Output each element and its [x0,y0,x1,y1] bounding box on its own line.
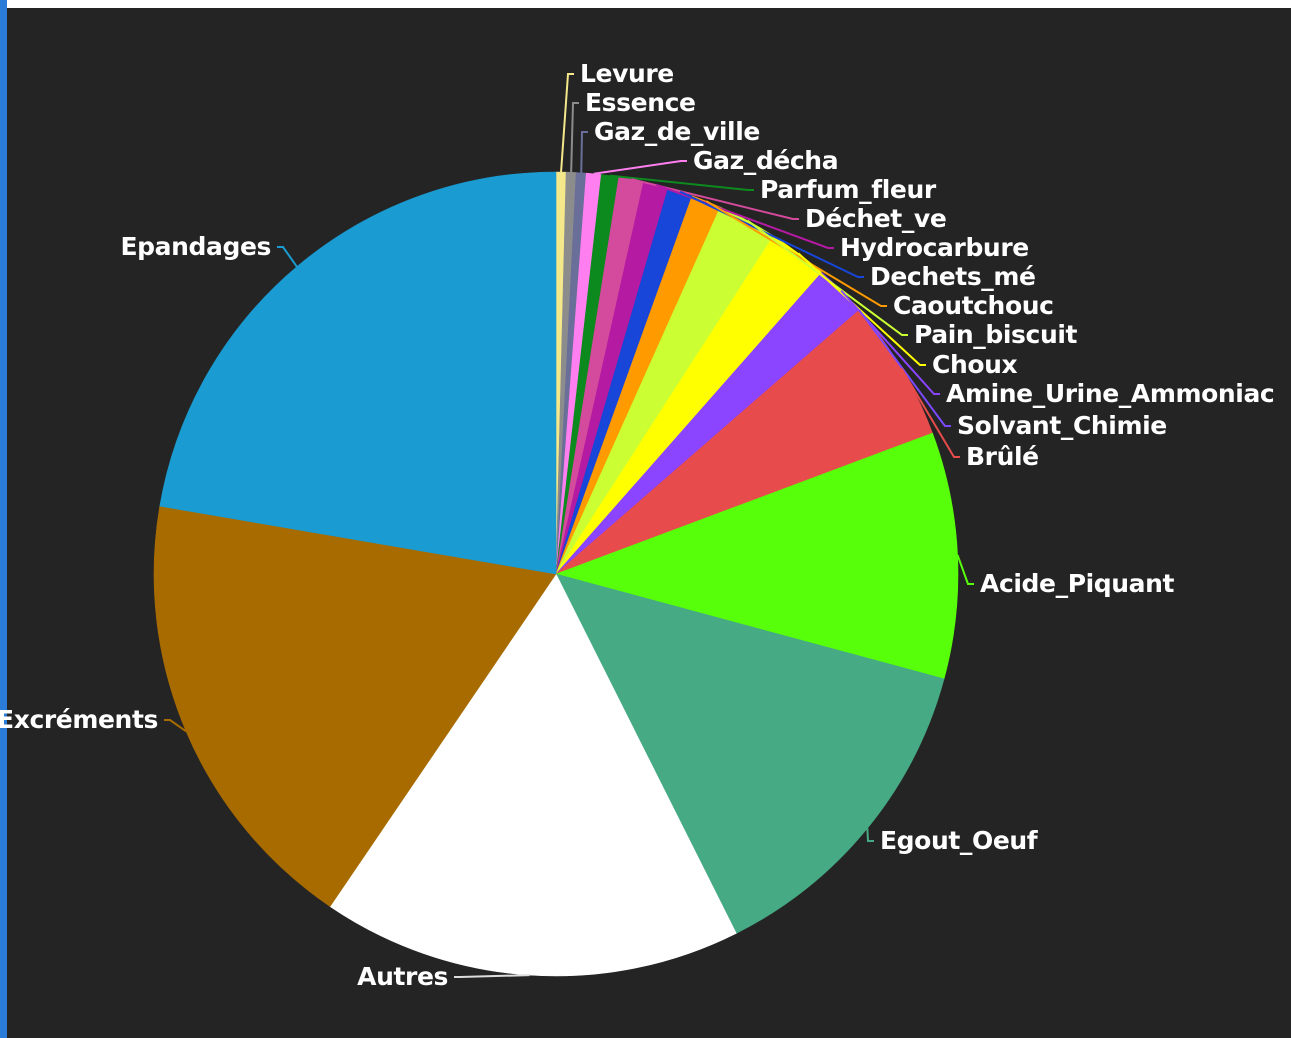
leader-egout-oeuf [866,828,874,842]
leader-gaz-de-ville [580,131,588,173]
leader-dechet-ve [631,178,799,220]
label-excrements: Excréments [0,705,158,734]
leader-gaz-decha [593,160,687,175]
leader-lines [164,73,974,978]
label-hydrocarbure: Hydrocarbure [840,233,1029,262]
leader-autres [454,974,530,978]
label-gaz-decha: Gaz_décha [693,146,838,175]
leader-solvant-chimie [858,309,951,427]
pie-slices [153,171,959,977]
leader-choux [797,252,926,366]
label-epandages: Epandages [120,232,271,261]
label-egout-oeuf: Egout_Oeuf [880,826,1039,855]
leader-pain-biscuit [746,219,908,336]
slice-epandages[interactable] [159,171,557,575]
label-choux: Choux [932,350,1018,379]
slice-labels: LevureEssenceGaz_de_villeGaz_déchaParfum… [0,59,1275,991]
leader-parfum-fleur [610,174,754,191]
window-top-strip [7,0,1291,8]
leader-caoutchouc [705,200,887,307]
label-essence: Essence [585,88,696,117]
leader-levure [560,73,574,173]
label-pain-biscuit: Pain_biscuit [914,320,1078,349]
leader-epandages [277,246,298,268]
leader-brule [900,367,960,458]
label-brule: Brûlé [966,442,1039,471]
label-dechets-me: Dechets_mé [870,262,1036,291]
label-gaz-de-ville: Gaz_de_ville [594,117,760,146]
leader-acide-piquant [956,554,974,585]
label-dechet-ve: Déchet_ve [805,204,946,233]
label-amine-urine-ammoniac: Amine_Urine_Ammoniac [946,379,1274,408]
slice-acide-piquant[interactable] [555,432,959,680]
label-acide-piquant: Acide_Piquant [980,569,1175,598]
label-caoutchouc: Caoutchouc [893,291,1054,320]
slice-egout-oeuf[interactable] [555,573,945,934]
label-parfum-fleur: Parfum_fleur [760,175,937,204]
label-solvant-chimie: Solvant_Chimie [957,411,1167,440]
leader-essence [570,102,579,173]
window-left-border [0,0,7,1038]
label-levure: Levure [580,59,674,88]
label-autres: Autres [357,962,448,991]
leader-excrements [164,719,187,733]
leader-amine-urine-ammoniac [840,289,940,395]
